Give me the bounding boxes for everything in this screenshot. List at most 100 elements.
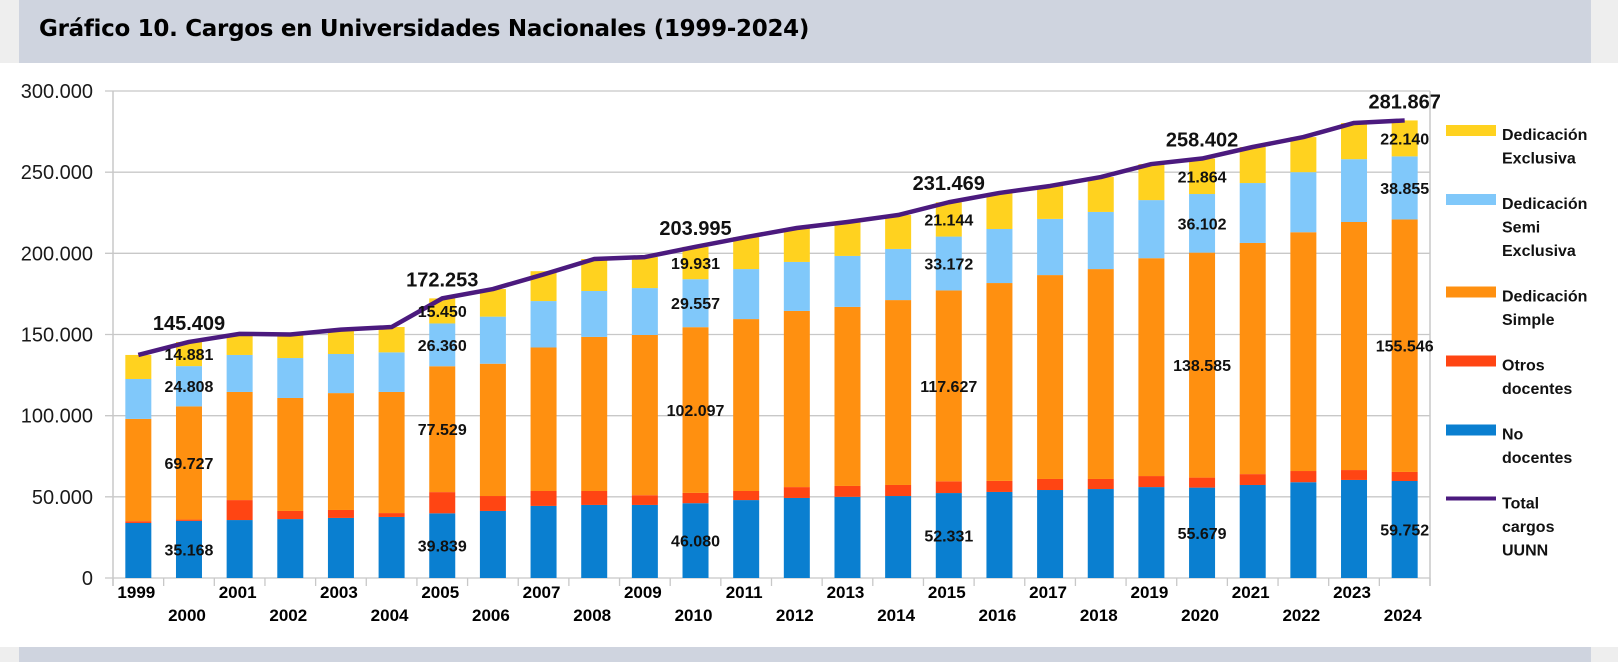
bar-dedicaci-n-semi-exclusiva-2013	[834, 255, 861, 307]
bar-dedicaci-n-exclusiva-2008	[581, 259, 608, 291]
bar-otros-docentes-2022	[1290, 471, 1317, 483]
x-tick-label: 2014	[877, 606, 915, 625]
bar-dedicaci-n-simple-2014	[885, 300, 912, 485]
bar-dedicaci-n-simple-2007	[530, 347, 557, 491]
bar-dedicaci-n-simple-2004	[378, 391, 405, 514]
x-tick-label: 2012	[776, 606, 814, 625]
bar-dedicaci-n-simple-2021	[1239, 242, 1266, 475]
bar-dedicaci-n-simple-2024	[1391, 219, 1418, 472]
bar-dedicaci-n-semi-exclusiva-2011	[733, 269, 760, 320]
x-tick-label: 2015	[928, 583, 966, 602]
bar-dedicaci-n-exclusiva-2013	[834, 222, 861, 256]
bar-data-label: 69.727	[165, 456, 214, 473]
bar-dedicaci-n-semi-exclusiva-2001	[226, 354, 253, 392]
legend-label: Exclusiva	[1502, 151, 1576, 168]
bottom-band	[19, 647, 1591, 662]
bar-otros-docentes-1999	[125, 521, 152, 523]
bar-data-label: 38.855	[1380, 181, 1429, 198]
total-data-label: 145.409	[153, 313, 225, 335]
bar-dedicaci-n-semi-exclusiva-2023	[1341, 159, 1368, 223]
total-data-label: 203.995	[659, 218, 731, 240]
bar-dedicaci-n-exclusiva-2003	[327, 329, 354, 354]
total-data-label: 258.402	[1166, 130, 1238, 152]
x-tick-label: 2000	[168, 606, 206, 625]
x-tick-label: 2010	[675, 606, 713, 625]
bar-dedicaci-n-simple-2001	[226, 391, 253, 501]
bar-no-docentes-2005	[429, 513, 456, 578]
bar-otros-docentes-2023	[1341, 470, 1368, 480]
bar-dedicaci-n-semi-exclusiva-2003	[327, 353, 354, 394]
bar-data-label: 46.080	[671, 534, 720, 551]
bar-data-label: 55.679	[1178, 526, 1227, 543]
bar-no-docentes-1999	[125, 522, 152, 578]
y-tick-label: 100.000	[21, 406, 93, 428]
bar-data-label: 36.102	[1178, 216, 1227, 233]
legend-label: Exclusiva	[1502, 243, 1576, 260]
legend-label: docentes	[1502, 450, 1572, 467]
x-tick-label: 2003	[320, 583, 358, 602]
bar-dedicaci-n-simple-2005	[429, 366, 456, 493]
bar-dedicaci-n-exclusiva-2015	[935, 202, 962, 237]
bar-no-docentes-2016	[986, 491, 1013, 578]
title-band: Gráfico 10. Cargos en Universidades Naci…	[19, 0, 1591, 63]
bar-no-docentes-2008	[581, 504, 608, 578]
legend-label: Total	[1502, 496, 1539, 513]
x-tick-label: 2011	[726, 583, 763, 602]
bar-data-label: 138.585	[1173, 358, 1231, 375]
bar-dedicaci-n-exclusiva-2001	[226, 333, 253, 355]
bar-dedicaci-n-simple-2002	[277, 397, 304, 511]
bar-data-label: 29.557	[671, 296, 720, 313]
bar-dedicaci-n-exclusiva-2011	[733, 237, 760, 270]
bar-no-docentes-2024	[1391, 481, 1418, 578]
bar-dedicaci-n-semi-exclusiva-2018	[1087, 211, 1114, 270]
bar-data-label: 19.931	[671, 256, 720, 273]
bar-no-docentes-2020	[1189, 487, 1216, 578]
legend-swatch	[1446, 424, 1496, 436]
bar-data-label: 77.529	[418, 422, 467, 439]
x-tick-label: 2009	[624, 583, 662, 602]
bar-data-label: 155.546	[1376, 339, 1434, 356]
bar-otros-docentes-2008	[581, 490, 608, 505]
x-tick-label: 2005	[421, 583, 459, 602]
bar-dedicaci-n-semi-exclusiva-2010	[682, 279, 709, 328]
bar-dedicaci-n-semi-exclusiva-2014	[885, 248, 912, 301]
bar-dedicaci-n-semi-exclusiva-2012	[783, 261, 810, 311]
x-tick-label: 2001	[219, 583, 257, 602]
bar-no-docentes-2013	[834, 496, 861, 578]
bar-otros-docentes-2000	[175, 519, 202, 521]
bar-dedicaci-n-semi-exclusiva-2002	[277, 358, 304, 398]
bar-otros-docentes-2005	[429, 492, 456, 514]
legend-label: Dedicación	[1502, 196, 1587, 213]
bar-dedicaci-n-exclusiva-2022	[1290, 137, 1317, 173]
bar-dedicaci-n-semi-exclusiva-2021	[1239, 183, 1266, 243]
bar-otros-docentes-2014	[885, 484, 912, 497]
bar-dedicaci-n-simple-2023	[1341, 222, 1368, 471]
bar-otros-docentes-2018	[1087, 478, 1114, 490]
bar-data-label: 59.752	[1380, 523, 1429, 540]
bar-otros-docentes-2001	[226, 500, 253, 521]
bar-dedicaci-n-semi-exclusiva-2006	[479, 316, 506, 364]
bar-no-docentes-2010	[682, 503, 709, 578]
bar-dedicaci-n-semi-exclusiva-2008	[581, 290, 608, 337]
bar-no-docentes-2014	[885, 496, 912, 578]
x-tick-label: 2024	[1384, 606, 1422, 625]
bar-dedicaci-n-semi-exclusiva-2017	[1037, 218, 1064, 276]
y-tick-label: 0	[82, 568, 93, 590]
bar-dedicaci-n-exclusiva-2017	[1037, 185, 1064, 219]
x-tick-label: 2013	[827, 583, 865, 602]
bar-dedicaci-n-semi-exclusiva-2020	[1189, 194, 1216, 253]
x-tick-label: 1999	[117, 583, 155, 602]
bar-dedicaci-n-exclusiva-2018	[1087, 177, 1114, 212]
bar-dedicaci-n-semi-exclusiva-2004	[378, 352, 405, 392]
x-tick-label: 2006	[472, 606, 510, 625]
legend-swatch	[1446, 194, 1496, 205]
bar-no-docentes-2004	[378, 516, 405, 578]
bar-dedicaci-n-simple-2006	[479, 363, 506, 497]
bar-otros-docentes-2019	[1138, 476, 1165, 488]
bar-dedicaci-n-simple-1999	[125, 418, 152, 522]
legend-swatch	[1446, 286, 1496, 298]
bar-dedicaci-n-exclusiva-2023	[1341, 122, 1368, 160]
x-tick-label: 2016	[979, 606, 1017, 625]
bar-no-docentes-2000	[175, 520, 202, 578]
